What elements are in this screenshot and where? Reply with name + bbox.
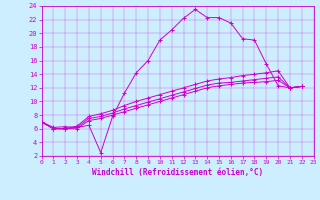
X-axis label: Windchill (Refroidissement éolien,°C): Windchill (Refroidissement éolien,°C) [92, 168, 263, 177]
